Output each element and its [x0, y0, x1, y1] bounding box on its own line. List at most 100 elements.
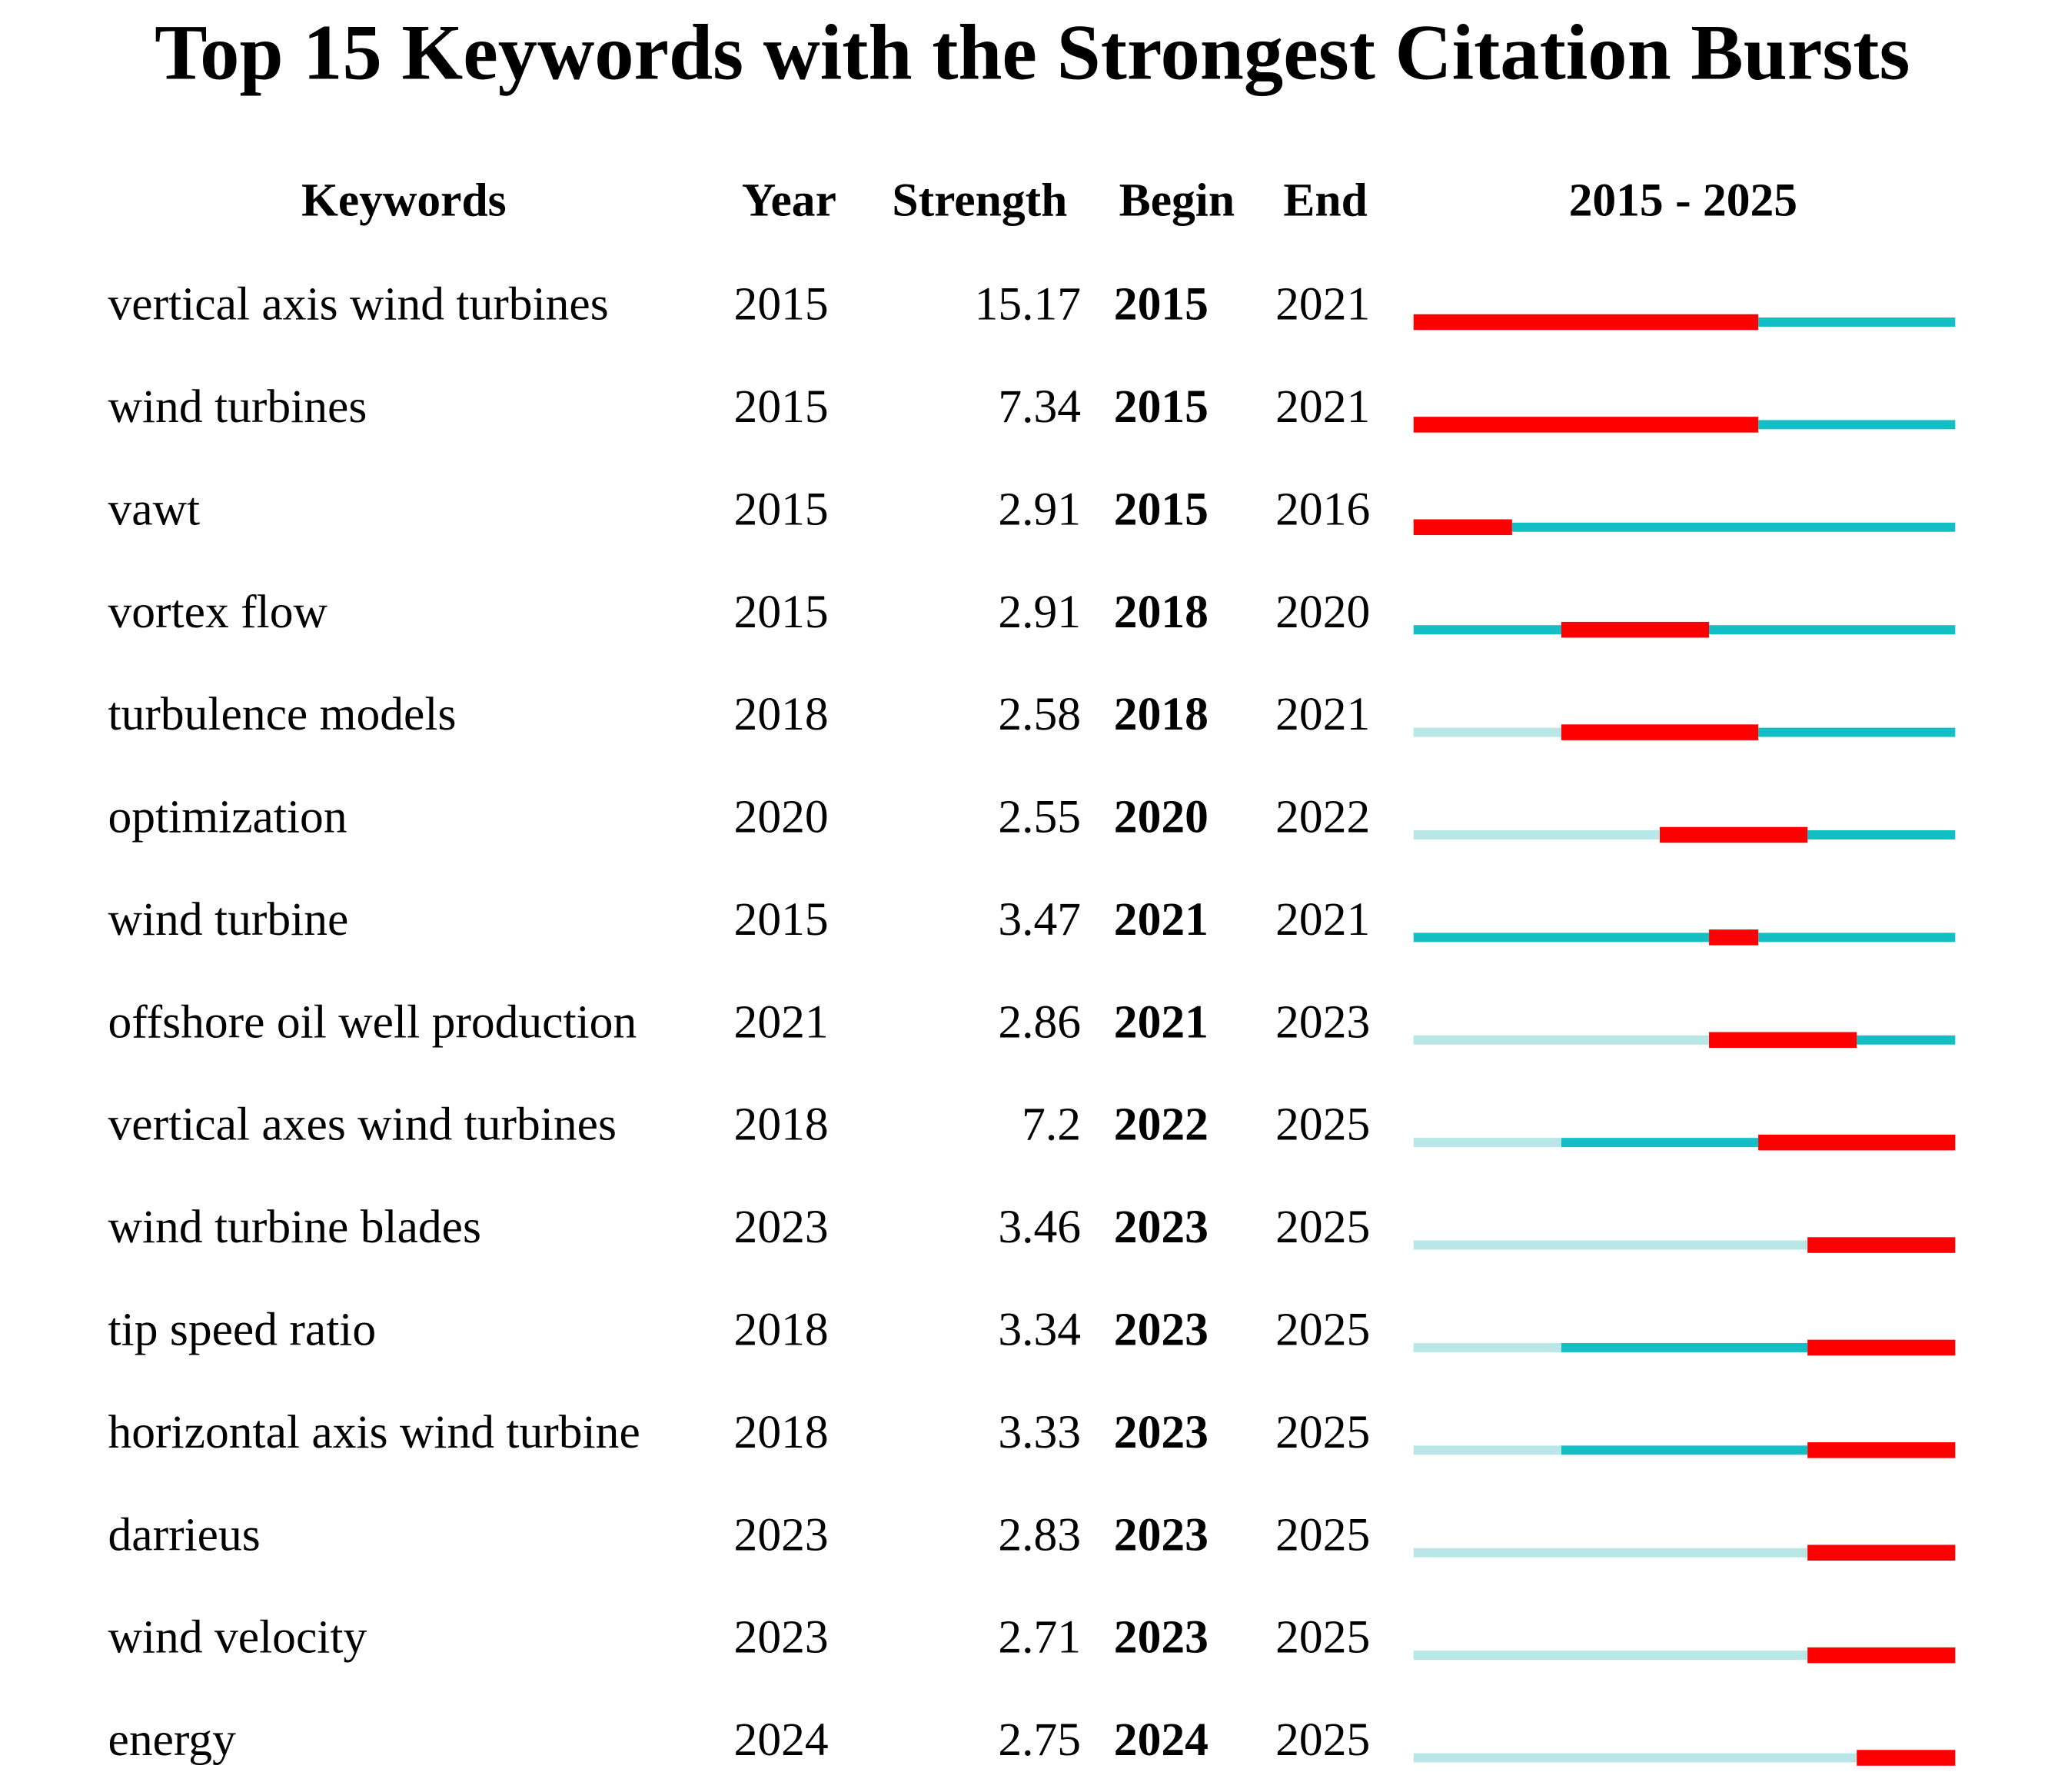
keyword: vortex flow: [108, 586, 328, 638]
end: 2023: [1275, 996, 1370, 1048]
active-segment: [1561, 1445, 1808, 1455]
begin: 2023: [1114, 1201, 1209, 1253]
pre-publication-segment: [1413, 1035, 1710, 1045]
active-segment: [1413, 625, 1561, 635]
header-strength: Strength: [892, 174, 1067, 226]
year: 2015: [734, 381, 829, 433]
strength: 15.17: [975, 278, 1081, 331]
burst-segment: [1807, 1237, 1956, 1253]
header-year: Year: [742, 174, 836, 226]
pre-publication-segment: [1413, 1342, 1561, 1352]
end: 2021: [1275, 278, 1370, 331]
end: 2025: [1275, 1406, 1370, 1458]
keyword: optimization: [108, 791, 347, 843]
end: 2022: [1275, 791, 1370, 843]
end: 2021: [1275, 381, 1370, 433]
active-segment: [1561, 1138, 1759, 1148]
year: 2023: [734, 1201, 829, 1253]
begin: 2023: [1114, 1406, 1209, 1458]
strength: 3.33: [998, 1406, 1081, 1458]
begin: 2018: [1114, 586, 1209, 638]
burst-segment: [1807, 1442, 1956, 1458]
keyword: horizontal axis wind turbine: [108, 1406, 640, 1458]
begin: 2021: [1114, 996, 1209, 1048]
end: 2025: [1275, 1611, 1370, 1664]
year: 2018: [734, 1406, 829, 1458]
burst-segment: [1807, 1544, 1956, 1561]
pre-publication-segment: [1413, 1240, 1808, 1250]
begin: 2023: [1114, 1508, 1209, 1561]
keyword: turbulence models: [108, 688, 457, 740]
strength: 2.55: [998, 791, 1081, 843]
strength: 2.91: [998, 586, 1081, 638]
end: 2025: [1275, 1099, 1370, 1151]
strength: 3.47: [998, 893, 1081, 946]
year: 2023: [734, 1508, 829, 1561]
burst-segment: [1660, 826, 1808, 843]
active-segment: [1857, 1035, 1956, 1045]
strength: 2.58: [998, 688, 1081, 740]
pre-publication-segment: [1413, 1753, 1857, 1763]
strength: 2.86: [998, 996, 1081, 1048]
burst-segment: [1413, 519, 1512, 536]
begin: 2015: [1114, 278, 1209, 331]
strength: 2.91: [998, 483, 1081, 535]
pre-publication-segment: [1413, 1548, 1808, 1558]
header-keywords: Keywords: [301, 174, 507, 226]
active-segment: [1511, 522, 1956, 532]
strength: 3.34: [998, 1304, 1081, 1356]
year: 2018: [734, 1099, 829, 1151]
keyword: vertical axes wind turbines: [108, 1099, 617, 1151]
begin: 2015: [1114, 381, 1209, 433]
header-begin: Begin: [1119, 174, 1235, 226]
end: 2016: [1275, 483, 1370, 535]
year: 2018: [734, 688, 829, 740]
title: Top 15 Keywords with the Strongest Citat…: [155, 10, 1910, 97]
pre-publication-segment: [1413, 1651, 1808, 1661]
keyword: tip speed ratio: [108, 1304, 377, 1356]
year: 2015: [734, 278, 829, 331]
active-segment: [1709, 625, 1956, 635]
begin: 2023: [1114, 1304, 1209, 1356]
pre-publication-segment: [1413, 830, 1661, 839]
year: 2015: [734, 586, 829, 638]
burst-segment: [1807, 1647, 1956, 1664]
keyword: wind velocity: [108, 1611, 367, 1664]
end: 2021: [1275, 893, 1370, 946]
burst-segment: [1709, 929, 1759, 946]
year: 2020: [734, 791, 829, 843]
end: 2025: [1275, 1201, 1370, 1253]
begin: 2024: [1114, 1714, 1209, 1766]
keyword: vertical axis wind turbines: [108, 278, 609, 331]
header-end: End: [1283, 174, 1368, 226]
begin: 2018: [1114, 688, 1209, 740]
begin: 2023: [1114, 1611, 1209, 1664]
end: 2025: [1275, 1714, 1370, 1766]
begin: 2020: [1114, 791, 1209, 843]
end: 2021: [1275, 688, 1370, 740]
year: 2015: [734, 893, 829, 946]
year: 2018: [734, 1304, 829, 1356]
pre-publication-segment: [1413, 1138, 1561, 1148]
begin: 2021: [1114, 893, 1209, 946]
header-range: 2015 - 2025: [1569, 174, 1797, 226]
begin: 2022: [1114, 1099, 1209, 1151]
year: 2024: [734, 1714, 829, 1766]
end: 2025: [1275, 1508, 1370, 1561]
burst-segment: [1758, 1134, 1956, 1151]
burst-segment: [1413, 417, 1759, 433]
strength: 3.46: [998, 1201, 1081, 1253]
active-segment: [1561, 1342, 1808, 1352]
year: 2021: [734, 996, 829, 1048]
strength: 7.2: [1022, 1099, 1081, 1151]
keyword: wind turbine: [108, 893, 349, 946]
active-segment: [1758, 933, 1956, 943]
keyword: wind turbine blades: [108, 1201, 481, 1253]
year: 2023: [734, 1611, 829, 1664]
active-segment: [1758, 727, 1956, 737]
pre-publication-segment: [1413, 727, 1561, 737]
burst-segment: [1561, 724, 1759, 740]
burst-segment: [1413, 314, 1759, 331]
